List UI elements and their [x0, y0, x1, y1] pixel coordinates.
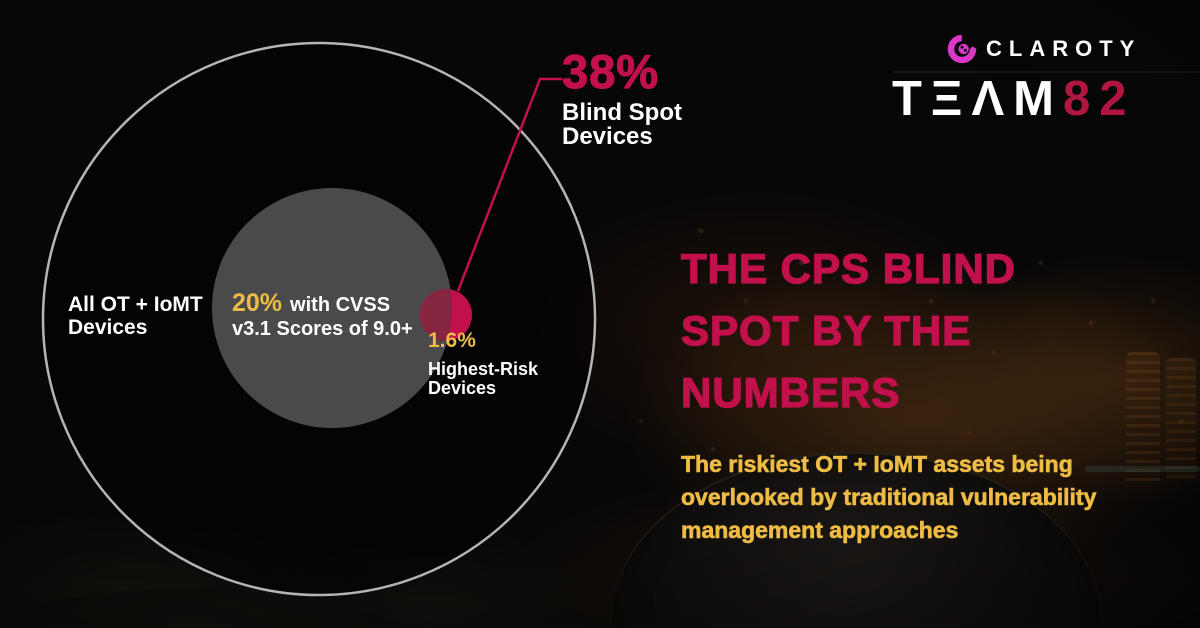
inner-circle-label-line2: v3.1 Scores of 9.0+ — [232, 318, 413, 340]
tiny-circle-label-text: Highest-Risk Devices — [428, 359, 539, 398]
inner-circle-stat: 20% — [232, 289, 283, 317]
tiny-circle-label: 1.6% Highest-Risk Devices — [428, 329, 538, 398]
inner-circle-cvss — [212, 188, 452, 428]
page-title: THE CPS BLIND SPOT BY THE NUMBERS — [680, 244, 1017, 416]
cooling-tower-silhouette — [1166, 358, 1196, 480]
page-subtitle: The riskiest OT + IoMT assets being over… — [681, 451, 1097, 544]
blind-spot-callout: 38% Blind Spot Devices — [561, 45, 682, 150]
outer-circle-label: All OT + IoMT Devices — [68, 293, 203, 339]
blind-spot-stat: 38% — [561, 45, 660, 98]
inner-circle-label: 20% with CVSS v3.1 Scores of 9.0+ — [232, 289, 413, 341]
claroty-logo: CLAROTY — [947, 34, 1141, 64]
callout-line — [456, 77, 562, 292]
blind-spot-label: Blind Spot Devices — [562, 99, 682, 150]
team82-wordmark: TΞΛM82 — [892, 74, 1135, 124]
team82-number: 82 — [1062, 72, 1136, 126]
claroty-gear-icon — [947, 34, 977, 64]
pipe-bridge-line — [893, 71, 1200, 73]
pipe-rail — [1085, 466, 1200, 472]
tiny-circle-stat: 1.6% — [428, 329, 476, 352]
cooling-tower-silhouette — [1126, 352, 1160, 482]
tiny-circle-overlap-shade — [420, 289, 452, 341]
claroty-wordmark: CLAROTY — [986, 36, 1142, 61]
inner-circle-label-line1: with CVSS — [290, 294, 391, 316]
team82-team-text: TΞΛM — [892, 72, 1063, 126]
